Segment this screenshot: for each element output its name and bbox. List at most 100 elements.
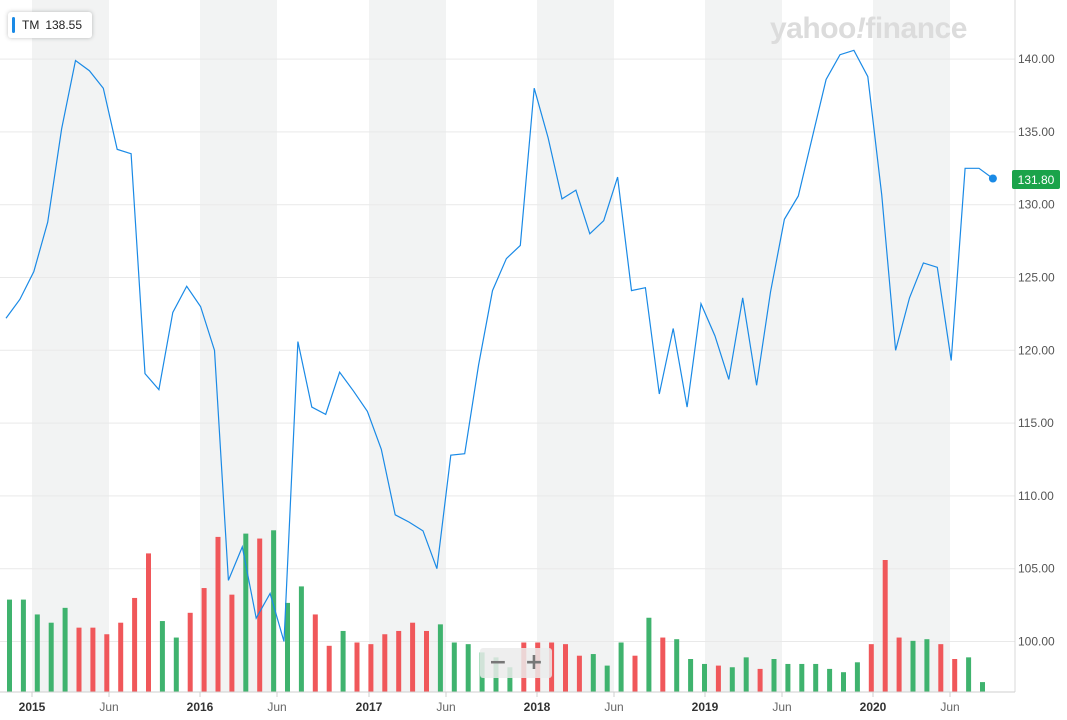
volume-bar (465, 644, 471, 692)
volume-bar (48, 622, 54, 692)
x-tick-label: 2019 (692, 700, 719, 714)
price-gridlines (0, 58, 1015, 642)
legend-symbol: TM (22, 18, 40, 32)
x-tick-label: Jun (772, 700, 791, 714)
series-legend[interactable]: TM 138.55 (8, 12, 93, 38)
y-tick-label: 100.00 (1018, 635, 1055, 649)
price-axis: 100.00 105.00 110.00 115.00 120.00 125.00 130.… (1014, 0, 1055, 692)
volume-bar (799, 663, 805, 692)
volume-bar (118, 622, 124, 692)
volume-bar (396, 630, 402, 692)
volume-bar (910, 640, 916, 692)
y-tick-label: 140.00 (1018, 52, 1055, 66)
volume-bar (132, 597, 138, 692)
volume-bar (285, 602, 290, 692)
price-line (5, 49, 994, 642)
volume-bar (771, 659, 777, 692)
volume-bar (34, 614, 40, 692)
y-tick-label: 135.00 (1018, 125, 1055, 139)
volume-bar (298, 586, 304, 692)
volume-bar (841, 672, 846, 692)
volume-bar (924, 639, 930, 692)
volume-bar (312, 614, 318, 692)
volume-bar (966, 657, 972, 692)
volume-bar (159, 621, 165, 692)
volume-bar (729, 667, 735, 692)
year-band-0 (32, 0, 109, 692)
date-axis: 2015 Jun 2016 Jun 2017 Jun 2018 Jun 2019 Jun 2020 J… (0, 691, 1015, 714)
volume-bar (20, 599, 26, 692)
volume-bar (201, 588, 207, 692)
volume-bar (757, 668, 763, 692)
x-tick-label: 2016 (187, 700, 214, 714)
volume-bar (688, 659, 694, 692)
volume-bar (980, 682, 985, 692)
x-tick-label: 2017 (356, 700, 383, 714)
y-tick-label: 105.00 (1018, 562, 1055, 576)
zoom-controls: − + (480, 648, 552, 678)
volume-bar (257, 538, 263, 692)
volume-bar (868, 644, 874, 692)
volume-bar (354, 642, 360, 692)
volume-bar (340, 630, 346, 692)
volume-bar (590, 654, 596, 692)
x-tick-label: 2015 (19, 700, 46, 714)
volume-bar (410, 622, 416, 692)
volume-bar (604, 665, 610, 692)
y-tick-label: 120.00 (1018, 343, 1055, 357)
x-tick-label: 2018 (524, 700, 551, 714)
y-tick-label: 110.00 (1018, 489, 1054, 503)
volume-bar (104, 634, 110, 692)
volume-bar (90, 627, 96, 692)
volume-bar (576, 655, 582, 692)
legend-value: 138.55 (45, 18, 83, 32)
volume-bar (76, 627, 82, 692)
volume-bar (368, 644, 374, 692)
volume-bar (952, 659, 958, 692)
year-bands (32, 0, 950, 692)
yahoo-finance-logo: yahoo!finance (770, 12, 967, 45)
volume-bar (187, 612, 193, 692)
x-tick-label: Jun (436, 700, 455, 714)
x-tick-label: Jun (267, 700, 286, 714)
year-band-1 (200, 0, 277, 692)
volume-bar (854, 662, 860, 692)
volume-bar (882, 560, 888, 692)
volume-bar (271, 530, 277, 692)
volume-bar (146, 553, 151, 692)
last-price-point (988, 174, 997, 183)
x-tick-label: Jun (940, 700, 959, 714)
volume-bar (62, 607, 68, 692)
x-tick-label: 2020 (860, 700, 887, 714)
y-tick-label: 115.00 (1018, 416, 1054, 430)
volume-bar (229, 594, 235, 692)
volume-bar (173, 637, 179, 692)
volume-bar (632, 655, 638, 692)
price-line-layer (5, 49, 997, 642)
volume-bar (785, 663, 791, 692)
volume-bar (660, 637, 666, 692)
y-tick-label: 130.00 (1018, 198, 1055, 212)
volume-bar (424, 630, 429, 692)
current-price-badge: 131.80 (1012, 170, 1060, 189)
volume-bar (507, 667, 513, 692)
series-color-marker (12, 17, 15, 33)
volume-bar (715, 665, 721, 692)
volume-bar (215, 536, 221, 692)
zoom-out-button[interactable]: − (480, 648, 516, 678)
volume-bar (7, 599, 12, 692)
volume-bar (896, 637, 902, 692)
x-tick-label: Jun (99, 700, 118, 714)
volume-bar (243, 533, 249, 692)
year-band-4 (705, 0, 782, 692)
volume-bar (437, 624, 443, 692)
x-tick-label: Jun (604, 700, 623, 714)
volume-bar (702, 663, 707, 692)
volume-bar (382, 634, 388, 692)
volume-bar (646, 617, 652, 692)
volume-bar (743, 657, 749, 692)
zoom-in-button[interactable]: + (516, 648, 552, 678)
volume-bar (451, 642, 457, 692)
volume-bar (938, 644, 944, 692)
year-band-3 (537, 0, 614, 692)
